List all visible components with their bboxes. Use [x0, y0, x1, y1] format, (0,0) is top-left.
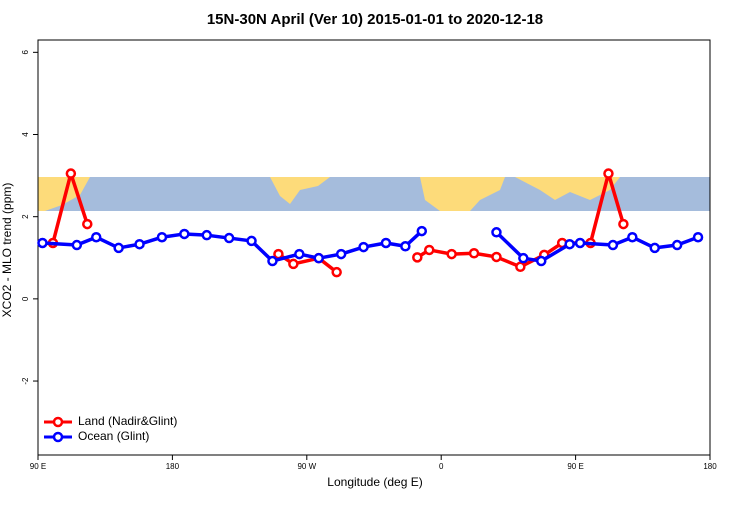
data-point	[424, 244, 435, 256]
data-point	[400, 241, 411, 252]
y-tick-label: -2	[21, 377, 30, 385]
data-point	[331, 266, 342, 278]
data-point	[380, 237, 392, 249]
data-point	[574, 237, 586, 249]
data-point	[603, 168, 614, 179]
data-point	[223, 232, 235, 244]
y-tick-label: 6	[21, 50, 30, 55]
x-tick-label: 90 W	[297, 462, 316, 471]
data-point	[267, 255, 278, 267]
data-point	[627, 231, 638, 243]
y-tick-label: 4	[21, 132, 30, 137]
x-tick-label: 0	[439, 462, 444, 471]
data-point	[518, 252, 529, 264]
data-point	[491, 251, 502, 263]
data-point	[156, 231, 168, 243]
data-point	[294, 248, 305, 260]
land-shape	[515, 177, 620, 200]
data-point	[416, 225, 428, 237]
data-point	[618, 218, 629, 230]
data-point	[358, 241, 369, 253]
data-point	[536, 255, 547, 267]
x-tick-label: 90 E	[567, 462, 583, 471]
data-point	[515, 261, 526, 273]
data-point	[491, 227, 502, 238]
data-point	[649, 242, 660, 254]
data-point	[37, 237, 48, 249]
data-point	[201, 229, 212, 241]
y-axis-label: XCO2 - MLO trend (ppm)	[0, 183, 14, 318]
legend-label: Land (Nadir&Glint)	[78, 414, 177, 428]
data-point	[134, 238, 145, 250]
data-point	[692, 231, 704, 243]
x-tick-label: 180	[703, 462, 717, 471]
data-point	[446, 248, 457, 260]
data-point	[288, 258, 299, 270]
data-point	[90, 231, 102, 243]
legend-label: Ocean (Glint)	[78, 429, 149, 443]
data-point	[468, 248, 480, 259]
data-point	[82, 218, 93, 230]
legend-marker	[52, 431, 64, 443]
data-point	[65, 168, 77, 179]
chart-title: 15N-30N April (Ver 10) 2015-01-01 to 202…	[207, 11, 543, 28]
data-point	[71, 239, 83, 251]
map-band	[38, 177, 710, 211]
data-point	[412, 252, 423, 263]
data-point	[246, 235, 257, 247]
land-shape	[420, 177, 505, 211]
data-point	[335, 248, 347, 260]
data-point	[273, 248, 284, 260]
data-point	[564, 238, 575, 250]
data-point	[607, 239, 619, 251]
data-point	[313, 252, 324, 264]
x-axis-label: Longitude (deg E)	[327, 475, 422, 489]
land-shape	[270, 177, 330, 204]
legend-marker	[52, 416, 64, 428]
data-point	[671, 239, 683, 251]
x-tick-label: 180	[166, 462, 180, 471]
y-tick-label: 0	[21, 296, 30, 301]
y-tick-label: 2	[21, 214, 30, 219]
x-tick-label: 90 E	[30, 462, 46, 471]
data-point	[179, 228, 190, 240]
data-point	[113, 242, 124, 254]
plot-frame	[37, 39, 711, 456]
